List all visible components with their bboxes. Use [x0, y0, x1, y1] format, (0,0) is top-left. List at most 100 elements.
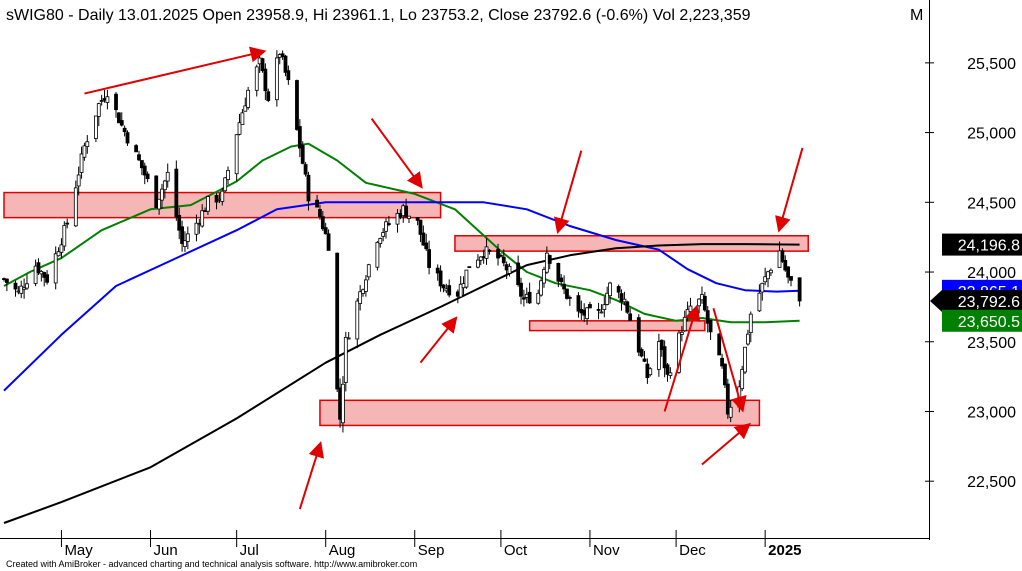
- candle: [424, 233, 429, 251]
- candle: [82, 142, 87, 161]
- month-label: 2025: [768, 542, 801, 559]
- candle: [395, 208, 400, 233]
- candle: [226, 166, 230, 185]
- candle: [116, 112, 121, 124]
- candle: [605, 286, 610, 306]
- candle: [53, 246, 58, 290]
- candle: [375, 240, 380, 271]
- candle: [484, 238, 489, 265]
- candle: [668, 367, 673, 379]
- candle: [99, 94, 104, 106]
- candle: [180, 220, 184, 252]
- candle: [458, 276, 463, 298]
- mode-flag: M: [910, 7, 923, 24]
- price-axis: 22,500 23,000 23,500 24,000 24,500 25,000 25,5…: [925, 56, 1016, 491]
- candle: [234, 134, 239, 181]
- candle: [194, 214, 199, 242]
- candle: [562, 275, 566, 295]
- candle: [386, 215, 391, 227]
- annotation-arrow: [298, 441, 324, 510]
- month-label: Oct: [504, 542, 528, 559]
- month-label: May: [64, 542, 93, 559]
- candle: [746, 329, 750, 346]
- candle: [438, 265, 443, 292]
- candle: [157, 198, 162, 215]
- annotation-arrow: [775, 147, 804, 233]
- candle: [36, 258, 41, 275]
- annotation-arrow: [712, 308, 747, 413]
- candle: [134, 143, 139, 153]
- candle: [266, 88, 271, 103]
- candle: [501, 249, 506, 267]
- candle: [487, 248, 492, 255]
- price-tick-label: 24,000: [967, 265, 1016, 282]
- candle: [300, 141, 305, 165]
- month-label: Nov: [593, 542, 620, 559]
- candle: [355, 298, 360, 349]
- time-axis: May Jun Jul Aug Sep Oct Nov Dec 2025: [60, 530, 802, 559]
- candle: [79, 146, 84, 179]
- candle: [96, 102, 101, 127]
- candle: [421, 225, 426, 246]
- candle: [237, 113, 242, 136]
- candle: [62, 221, 67, 251]
- candle: [162, 179, 167, 199]
- candle: [567, 295, 572, 306]
- candle: [679, 326, 684, 342]
- candle: [263, 63, 268, 101]
- candle: [636, 314, 641, 357]
- candle: [165, 163, 170, 188]
- candle: [384, 218, 388, 239]
- candle: [763, 267, 768, 286]
- candle: [320, 211, 325, 231]
- annotation-arrow: [553, 150, 583, 235]
- annotation-arrow: [84, 46, 267, 95]
- candle: [599, 304, 604, 314]
- candle: [206, 196, 210, 215]
- zone-box: [528, 320, 706, 332]
- moving-average-line-1: [3, 142, 800, 324]
- month-label: Dec: [679, 542, 706, 559]
- candle: [527, 282, 532, 304]
- candle: [467, 266, 472, 269]
- candle: [656, 333, 661, 377]
- candle: [743, 346, 747, 375]
- candle: [797, 277, 802, 307]
- candle: [639, 347, 644, 358]
- candle: [174, 160, 179, 221]
- candle: [748, 311, 753, 343]
- price-tag: 23,792.6: [930, 289, 1022, 312]
- candle: [223, 177, 228, 193]
- candle: [119, 112, 124, 127]
- candle: [780, 248, 785, 263]
- candle: [286, 65, 291, 85]
- candle: [240, 109, 245, 126]
- candle: [659, 339, 664, 357]
- candle: [516, 255, 521, 287]
- candle: [622, 291, 627, 306]
- candle: [723, 363, 727, 389]
- moving-averages: [3, 142, 800, 524]
- candle: [556, 262, 561, 288]
- candle: [418, 219, 423, 243]
- candle: [145, 171, 150, 183]
- footer-credit: Created with AmiBroker - advanced charti…: [6, 559, 417, 569]
- candle: [559, 274, 564, 287]
- annotation-arrow: [701, 422, 751, 466]
- svg-text:23,650.5: 23,650.5: [958, 314, 1020, 331]
- candle: [585, 306, 589, 325]
- price-tag: 23,650.5: [942, 309, 1022, 332]
- candle: [415, 216, 420, 226]
- candle: [13, 280, 18, 297]
- candle: [185, 226, 190, 250]
- candle: [45, 270, 49, 285]
- price-tick-label: 25,000: [967, 126, 1016, 143]
- candle: [682, 310, 687, 332]
- candle: [786, 266, 791, 284]
- candle: [378, 237, 383, 248]
- candle: [76, 166, 81, 196]
- candle: [608, 281, 612, 304]
- price-tick-label: 22,500: [967, 474, 1016, 491]
